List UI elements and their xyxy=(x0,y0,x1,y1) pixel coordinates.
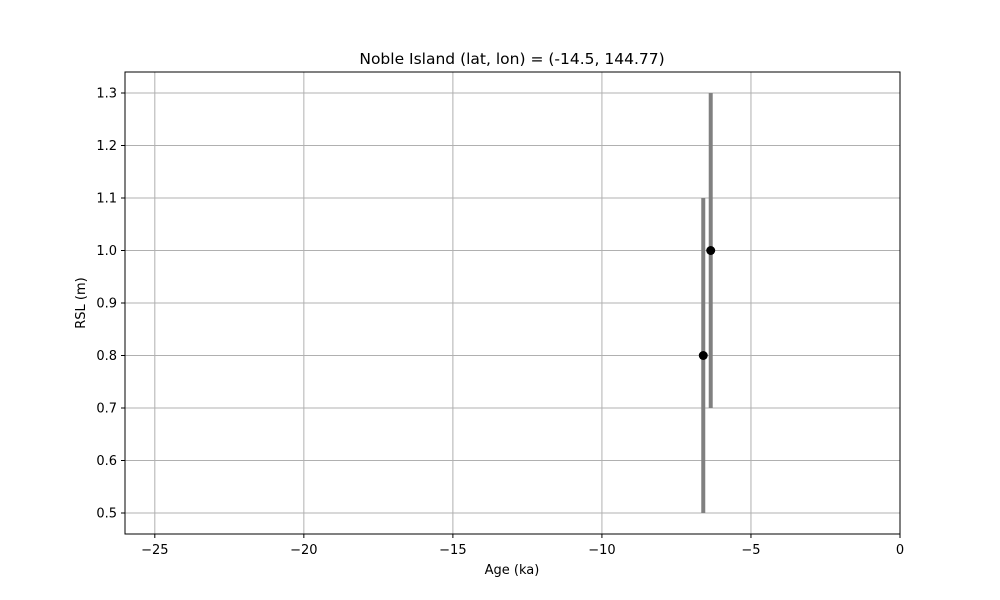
y-axis: 0.5 0.6 0.7 0.8 0.9 1.0 1.1 1.2 1.3 xyxy=(96,87,125,522)
data-point xyxy=(706,246,716,255)
x-tick-label: −25 xyxy=(141,543,168,558)
x-tick-label: −15 xyxy=(439,543,466,558)
grid xyxy=(125,72,901,534)
y-tick-label: 1.2 xyxy=(96,139,117,154)
y-tick-label: 0.7 xyxy=(96,402,117,417)
x-tick-label: −5 xyxy=(741,543,760,558)
y-tick-label: 0.6 xyxy=(96,454,117,469)
data-points xyxy=(698,246,716,360)
y-tick-label: 0.8 xyxy=(96,349,117,364)
y-tick-label: 1.1 xyxy=(96,192,117,207)
x-tick-label: −20 xyxy=(290,543,317,558)
x-tick-label: 0 xyxy=(896,543,904,558)
y-tick-label: 1.0 xyxy=(96,244,117,259)
x-tick-label: −10 xyxy=(588,543,615,558)
y-tick-label: 1.3 xyxy=(96,87,117,102)
x-axis: −25 −20 −15 −10 −5 0 xyxy=(141,534,904,558)
y-axis-label: RSL (m) xyxy=(74,277,89,328)
chart-title: Noble Island (lat, lon) = (-14.5, 144.77… xyxy=(359,50,664,68)
x-axis-label: Age (ka) xyxy=(485,563,540,578)
y-tick-label: 0.5 xyxy=(96,507,117,522)
y-tick-label: 0.9 xyxy=(96,297,117,312)
data-point xyxy=(698,351,708,360)
